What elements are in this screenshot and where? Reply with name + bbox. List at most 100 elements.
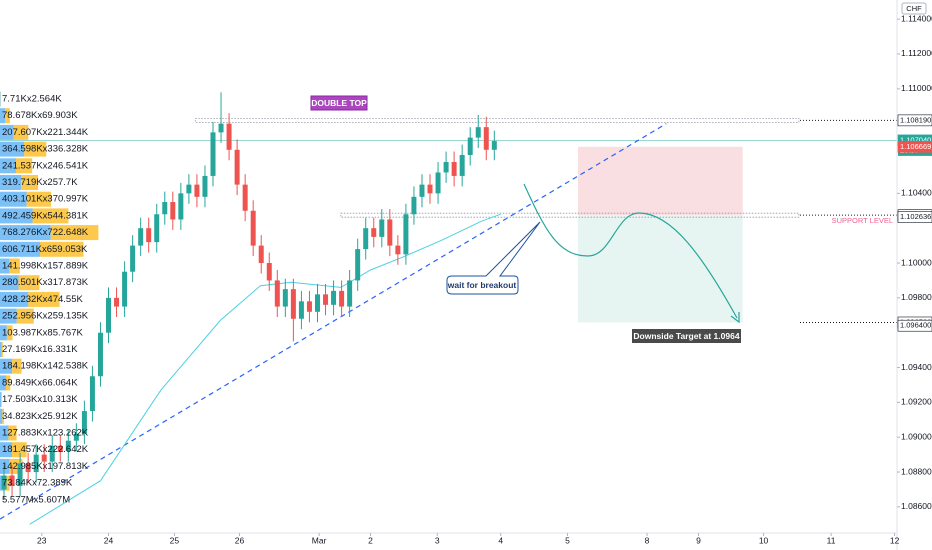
candle-body (138, 228, 144, 246)
candle-body (298, 301, 304, 319)
price-label: 1.102636 (900, 212, 931, 221)
y-tick-label: 1.090000 (901, 431, 932, 441)
profile-buy-bar (0, 158, 16, 174)
profile-label: 17.503Kx10.313K (2, 394, 78, 405)
candle-body (226, 123, 232, 150)
target-box (632, 329, 741, 343)
level-band (194, 117, 800, 123)
y-tick-label: 1.112000 (901, 48, 932, 58)
candle-body (186, 184, 192, 194)
profile-label: 492.459Kx544.381K (2, 210, 89, 221)
projection-curve (523, 183, 738, 319)
candle-body (242, 184, 248, 211)
candle-body (170, 202, 176, 220)
candle-body (97, 332, 103, 377)
profile-buy-bar (0, 458, 10, 474)
profile-label: 27.169Kx16.331K (2, 344, 78, 355)
y-tick-label: 1.092000 (901, 397, 932, 407)
x-tick-label: 11 (827, 535, 836, 545)
profile-sell-bar (5, 108, 10, 124)
support-label: SUPPORT LEVEL (832, 216, 893, 225)
candle-body (355, 249, 361, 281)
candle-body (162, 202, 168, 215)
candle-body (323, 294, 329, 305)
profile-buy-bar (0, 91, 1, 107)
price-label-box (897, 319, 932, 332)
profile-buy-bar (0, 241, 41, 257)
price-label: 1.096400 (900, 321, 931, 330)
profile-label: 78.678Kx69.903K (2, 110, 78, 121)
candle-body (106, 297, 112, 333)
profile-buy-bar (0, 175, 22, 190)
y-tick-label: 1.110000 (901, 83, 932, 93)
candle-body (178, 193, 184, 220)
x-tick-label: 5 (565, 535, 570, 545)
profile-sell-bar (28, 291, 60, 307)
candle-body (65, 440, 71, 452)
profile-sell-bar (12, 358, 22, 374)
profile-buy-bar (0, 141, 25, 157)
price-label-box (897, 211, 932, 223)
profile-label: 184.198Kx142.538K (2, 361, 89, 372)
candle-body (459, 155, 465, 176)
double-top-box (310, 95, 368, 111)
candle-body (451, 161, 457, 176)
profile-buy-bar (0, 342, 2, 357)
candle-body (1, 475, 7, 490)
candle-body (387, 219, 393, 246)
candle-body (218, 123, 224, 133)
profile-label: 252.956Kx259.135K (2, 311, 89, 322)
profile-buy-bar (0, 191, 27, 207)
currency-box (901, 2, 927, 15)
candle-body (25, 463, 31, 473)
profile-buy-bar (0, 208, 33, 224)
candle-body (114, 297, 120, 307)
price-label: 1.107040 (900, 135, 931, 144)
candle-body (379, 219, 385, 237)
candle-body (371, 228, 377, 237)
profile-sell-bar (24, 141, 47, 157)
profile-sell-bar (1, 342, 3, 357)
candle-body (435, 172, 441, 194)
y-tick-label: 1.094000 (901, 362, 932, 372)
reward-zone (577, 215, 743, 323)
moving-average (29, 213, 501, 525)
profile-buy-bar (0, 258, 10, 274)
profile-sell-bar (16, 308, 34, 324)
x-tick-label: 9 (696, 535, 701, 545)
profile-sell-bar (4, 475, 10, 491)
profile-buy-bar (0, 124, 14, 140)
candle-body (122, 271, 128, 307)
candle-body (130, 245, 136, 272)
profile-buy-bar (0, 108, 6, 124)
profile-buy-bar (0, 308, 17, 324)
profile-sell-bar (13, 124, 29, 140)
callout-box (446, 221, 541, 295)
profile-sell-bar (50, 225, 99, 241)
profile-sell-bar (11, 442, 27, 458)
profile-label: 34.823Kx25.912K (2, 411, 78, 422)
profile-label: 73.84Kx72.389K (2, 478, 73, 489)
candle-body (363, 228, 369, 250)
x-tick-label: 4 (498, 535, 503, 545)
profile-buy-bar (0, 392, 2, 408)
profile-buy-bar (0, 442, 12, 458)
candle-body (411, 196, 417, 215)
candle-body (427, 184, 433, 194)
x-tick-label: 24 (104, 535, 114, 545)
y-tick-label: 1.088000 (901, 466, 932, 476)
candle-body (81, 411, 87, 434)
candle-body (395, 245, 401, 255)
candle-body (475, 127, 481, 138)
x-tick-label: 12 (890, 535, 900, 545)
y-tick-label: 1.086000 (901, 501, 932, 511)
candle-body (41, 454, 47, 462)
level-band (340, 212, 800, 218)
candle-body (290, 289, 296, 319)
candle-body (210, 132, 216, 176)
y-tick-label: 1.104000 (901, 188, 932, 198)
candle-body (194, 184, 200, 197)
y-tick-label: 1.098000 (901, 292, 932, 302)
price-label-box (897, 114, 932, 127)
